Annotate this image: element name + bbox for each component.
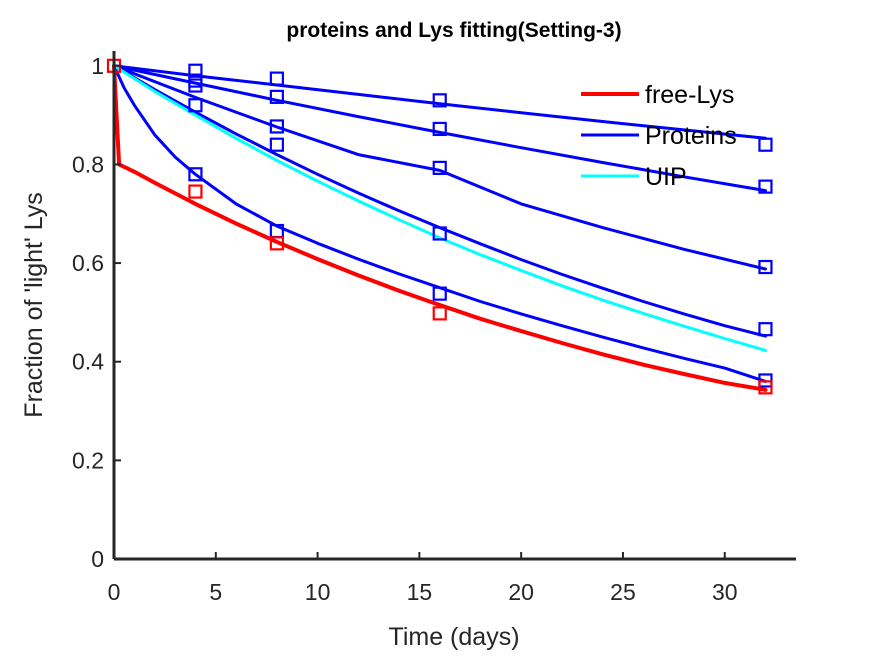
series-line-5 <box>112 64 767 140</box>
data-point-marker <box>758 179 773 194</box>
series-line-3 <box>112 64 767 271</box>
legend-label: Proteins <box>645 122 737 150</box>
y-tick-label: 0.4 <box>72 349 104 375</box>
y-tick-label: 0.2 <box>72 447 104 473</box>
legend: free-Lys Proteins UIP <box>581 81 737 191</box>
data-point-marker <box>188 98 203 113</box>
legend-label: free-Lys <box>645 81 734 109</box>
x-tick-label: 0 <box>108 579 121 605</box>
data-point-marker <box>188 184 203 199</box>
data-point-marker <box>758 322 773 337</box>
x-axis-label: Time (days) <box>388 623 519 651</box>
series-line-1 <box>112 64 767 383</box>
data-point-marker <box>188 167 203 182</box>
data-point-marker <box>432 121 447 137</box>
x-tick-label: 15 <box>407 579 433 605</box>
data-point-marker <box>432 226 447 241</box>
data-point-marker <box>188 63 203 78</box>
data-point-marker <box>758 259 773 275</box>
chart-title: proteins and Lys fitting(Setting-3) <box>286 19 621 42</box>
y-tick-label: 0.6 <box>72 250 104 276</box>
x-tick-label: 5 <box>209 579 222 605</box>
x-tick-label: 30 <box>712 579 738 605</box>
series-line-4 <box>112 64 767 193</box>
data-point-marker <box>758 380 773 395</box>
x-tick-label: 10 <box>305 579 331 605</box>
data-point-marker <box>758 137 773 152</box>
data-point-marker <box>269 89 284 104</box>
series-line-6 <box>112 64 767 352</box>
x-tick-label: 25 <box>610 579 636 605</box>
y-tick-label: 0.8 <box>72 151 104 177</box>
data-point-marker <box>432 286 447 301</box>
series-layer <box>106 58 773 395</box>
legend-label: UIP <box>645 163 687 191</box>
data-point-marker <box>432 93 447 108</box>
x-ticks: 0 5 10 15 20 25 30 <box>108 552 738 605</box>
data-point-marker <box>269 119 284 134</box>
data-point-marker <box>188 73 203 88</box>
data-point-marker <box>432 306 447 321</box>
y-tick-label: 1 <box>91 53 104 79</box>
data-point-marker <box>269 137 284 152</box>
y-axis-label: Fraction of 'light' Lys <box>20 192 48 417</box>
y-tick-label: 0 <box>91 546 104 572</box>
series-line-0 <box>112 63 768 392</box>
data-point-marker <box>269 236 284 251</box>
data-point-marker <box>432 160 447 175</box>
data-point-marker <box>269 71 284 86</box>
y-ticks: 0 0.2 0.4 0.6 0.8 1 <box>72 53 121 572</box>
axes-layer <box>112 51 796 561</box>
x-tick-label: 20 <box>508 579 534 605</box>
